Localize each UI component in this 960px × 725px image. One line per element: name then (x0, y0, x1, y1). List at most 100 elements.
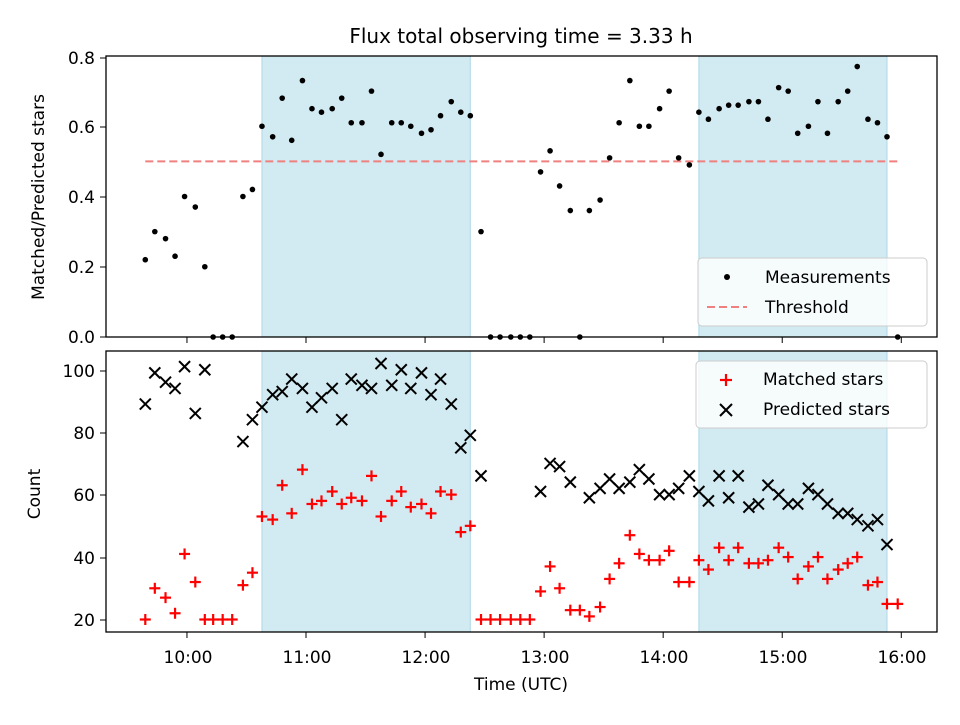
predicted-star-point (564, 475, 577, 489)
predicted-star-point (534, 485, 547, 498)
measurement-point (815, 98, 821, 105)
measurement-point (457, 109, 464, 115)
predicted-legend-label: Predicted stars (763, 400, 890, 420)
top-ytick-label: 0.8 (68, 49, 95, 69)
bottom-ytick-label: 40 (73, 549, 95, 569)
matched-star-point (226, 614, 238, 626)
matched-star-point (881, 598, 893, 610)
measurement-point (478, 228, 484, 235)
measurement-point (142, 256, 149, 263)
predicted-star-point (178, 360, 191, 373)
measurement-point (192, 204, 199, 210)
predicted-star-point (692, 485, 706, 498)
measurement-point (309, 105, 315, 112)
measurement-point (646, 123, 652, 130)
matched-star-point (702, 564, 714, 576)
top-ytick-label: 0.2 (68, 258, 95, 278)
predicted-star-point (454, 441, 467, 454)
xtick-label: 10:00 (164, 648, 213, 668)
predicted-star-point (772, 488, 785, 501)
predicted-star-point (374, 357, 388, 370)
matched-star-point (475, 614, 487, 626)
predicted-star-point (365, 382, 378, 395)
matched-star-point (633, 548, 645, 560)
measurement-point (279, 95, 286, 101)
predicted-star-point (189, 407, 202, 420)
matched-star-point (365, 470, 377, 482)
matched-star-point (296, 464, 308, 476)
top-legend-box (697, 257, 928, 327)
measurement-point (746, 98, 752, 105)
predicted-star-point (168, 382, 182, 395)
matched-star-point (485, 614, 497, 626)
measurement-point (437, 112, 444, 119)
matched-star-point (395, 486, 407, 497)
matched-star-point (160, 592, 172, 604)
matched-star-point (326, 486, 338, 497)
matched-star-point (267, 514, 279, 526)
matched-star-point (425, 507, 437, 519)
measurement-point (844, 88, 851, 94)
measurement-point (318, 109, 325, 115)
measurement-point (288, 137, 295, 144)
measurement-point (398, 119, 405, 126)
predicted-star-point (841, 507, 854, 520)
matched-star-point (802, 560, 814, 572)
measurement-point (329, 105, 336, 112)
matched-star-point (286, 507, 298, 519)
predicted-star-point (355, 379, 369, 392)
measurement-point (368, 88, 375, 94)
measurement-point (467, 112, 474, 119)
predicted-star-point (305, 400, 319, 414)
predicted-star-point (722, 491, 735, 504)
matched-star-point (594, 601, 606, 613)
measurement-point (636, 123, 643, 130)
bottom-ytick-label: 100 (63, 362, 95, 382)
predicted-star-point (802, 482, 815, 495)
xtick-label: 16:00 (878, 648, 927, 668)
measurement-point (378, 151, 384, 158)
predicted-star-point (474, 469, 488, 483)
threshold-legend-label: Threshold (764, 298, 849, 318)
predicted-legend-marker (719, 403, 733, 417)
measurements-legend-marker (724, 274, 730, 280)
matched-star-point (654, 554, 666, 566)
measurement-point (448, 98, 455, 105)
predicted-star-point (198, 363, 212, 376)
measurement-point (299, 77, 306, 84)
matched-star-point (405, 501, 417, 513)
measurement-point (884, 133, 890, 140)
matched-star-point (345, 492, 357, 504)
measurement-point (627, 77, 633, 84)
matched-star-point (871, 576, 883, 588)
predicted-star-point (662, 488, 676, 501)
measurement-point (428, 126, 434, 133)
top-ytick-label: 0.4 (68, 188, 95, 208)
matched-star-point (494, 614, 506, 626)
predicted-star-point (851, 513, 864, 526)
measurement-point (785, 88, 791, 94)
predicted-star-point (434, 372, 447, 386)
matched-star-point (812, 551, 824, 563)
measurement-point (675, 155, 682, 161)
matched-star-point (723, 554, 735, 566)
measurement-point (794, 130, 801, 137)
measurement-point (418, 130, 425, 137)
predicted-star-point (871, 513, 884, 526)
predicted-star-point (742, 500, 756, 514)
measurement-point (537, 169, 544, 175)
bottom-legend: Matched stars Predicted stars (695, 360, 928, 429)
predicted-star-point (335, 413, 348, 426)
measurement-point (835, 98, 841, 105)
predicted-star-point (831, 507, 845, 520)
top-x-ticks (186, 337, 902, 343)
matched-star-point (256, 510, 268, 522)
matched-star-point (862, 579, 874, 591)
predicted-star-point (445, 397, 458, 411)
predicted-star-point (791, 497, 804, 511)
measurement-point (874, 119, 881, 126)
predicted-star-point (385, 379, 398, 392)
measurement-point (666, 88, 672, 94)
